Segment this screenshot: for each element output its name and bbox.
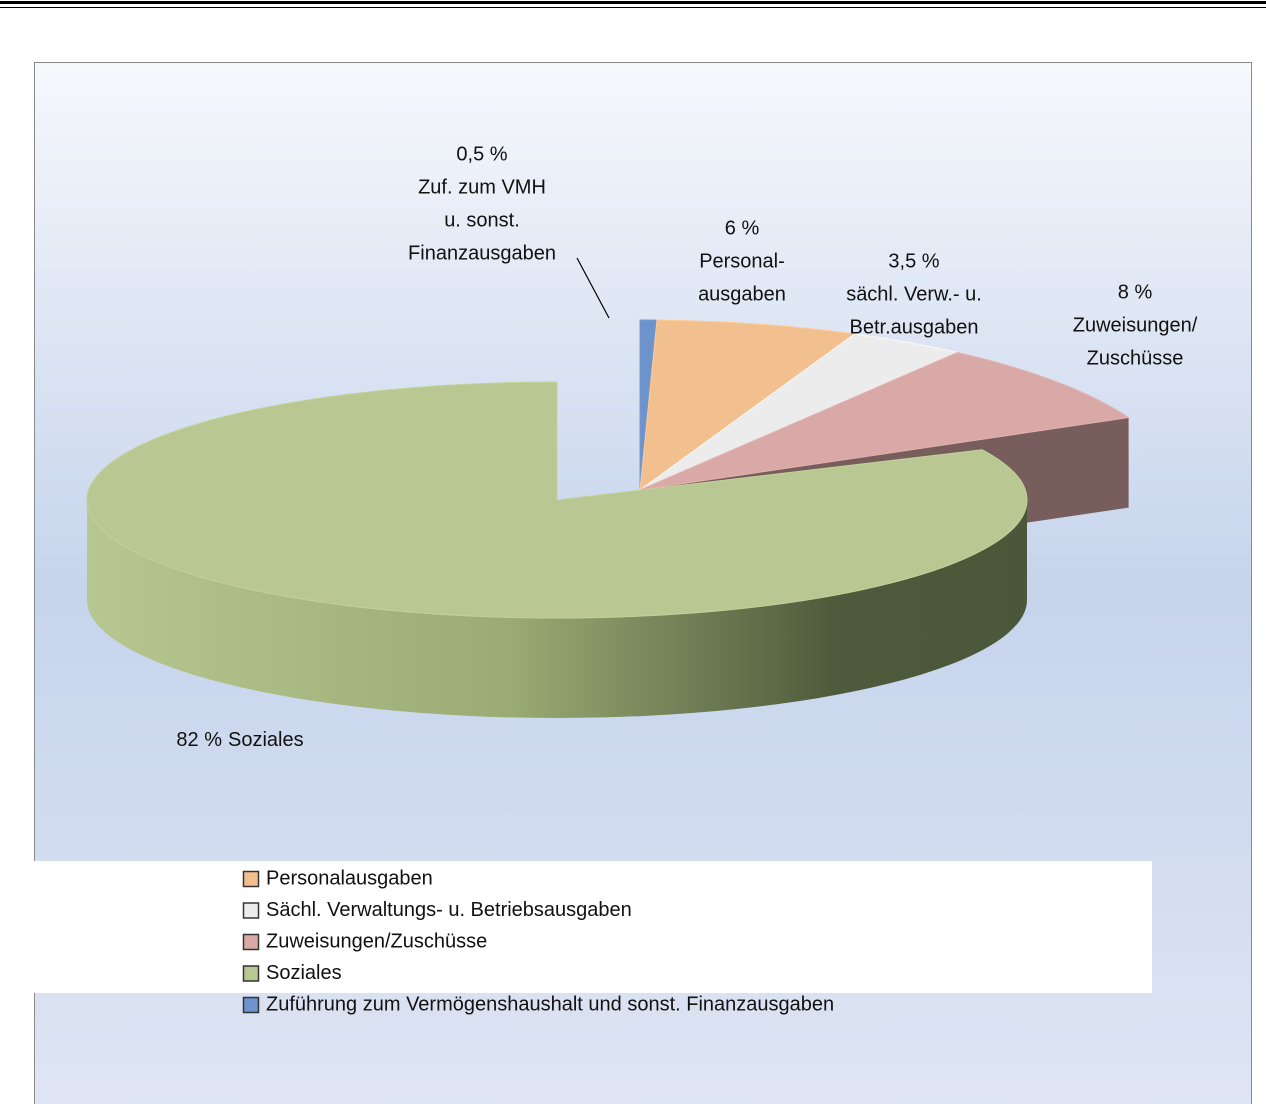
legend-label: Soziales [266, 962, 342, 984]
label-line: Soziales [228, 729, 304, 751]
label-line: Personal- [699, 250, 785, 272]
legend-label: Personalausgaben [266, 867, 433, 889]
legend-swatch [242, 902, 260, 919]
label-line: u. sonst. [444, 209, 520, 231]
top-rule [0, 1, 1266, 4]
label-line: Zuweisungen/ [1073, 314, 1198, 336]
legend-box [33, 861, 1152, 993]
label-text: Soziales [228, 729, 304, 751]
slice-top [639, 351, 1130, 491]
value-label: 6 % [725, 217, 760, 239]
value-label: 8 % [1118, 281, 1153, 303]
data-label: 82 % Soziales [176, 729, 303, 751]
label-line: Finanzausgaben [408, 242, 556, 264]
slice-top [639, 319, 856, 492]
label-line: Zuschüsse [1087, 347, 1184, 369]
data-labels: 6 % Personal-ausgaben 3,5 % sächl. Verw.- u… [176, 143, 1197, 751]
value-label: 82 % [176, 729, 222, 751]
leader-line [576, 257, 610, 319]
legend-swatch [242, 870, 260, 888]
label-line: Betr.ausgaben [850, 316, 979, 338]
label-line: sächl. Verw.- u. [846, 283, 982, 305]
slice-side [87, 500, 1027, 718]
legend-swatch [242, 933, 260, 951]
legend: Personalausgaben Sächl. Verwaltungs- u. B… [242, 867, 834, 1015]
value-label: 0,5 % [456, 143, 507, 165]
legend-label: Zuführung zum Vermögenshaushalt und sons… [266, 993, 834, 1015]
label-line: ausgaben [698, 283, 786, 305]
pie [86, 319, 1130, 718]
legend-label: Zuweisungen/Zuschüsse [266, 930, 487, 952]
slice [86, 381, 1028, 718]
top-rule-thin [0, 7, 1266, 8]
legend-swatch [242, 965, 260, 982]
slice-top [86, 381, 1028, 619]
label-line: Zuf. zum VMH [418, 176, 546, 198]
legend-label: Sächl. Verwaltungs- u. Betriebsausgaben [266, 899, 632, 921]
value-label: 3,5 % [888, 250, 939, 272]
legend-swatch [242, 996, 260, 1014]
